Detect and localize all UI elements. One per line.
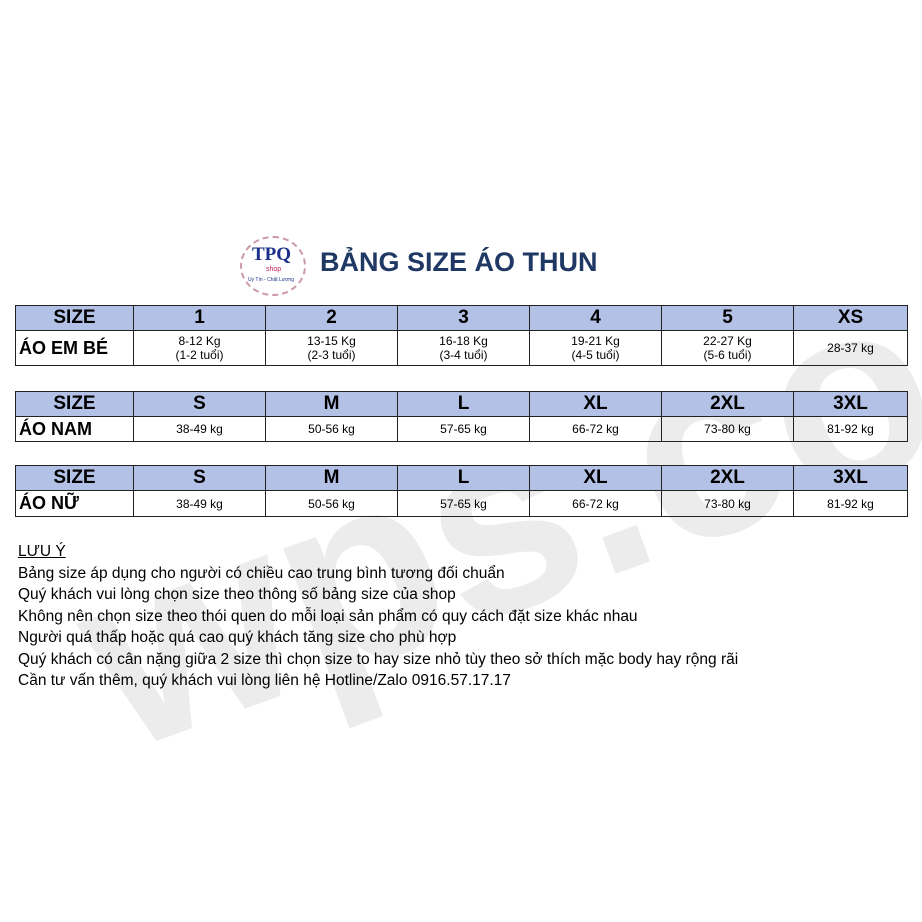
cell-line: 50-56 kg (308, 496, 355, 511)
size-cell: 66-72 kg (529, 490, 662, 517)
header-cell: SIZE (15, 465, 134, 491)
row-label: ÁO EM BÉ (15, 330, 134, 366)
cell-line: 38-49 kg (176, 496, 223, 511)
cell-line: 19-21 Kg (571, 334, 620, 348)
logo-slogan: Uy Tín - Chất Lượng (248, 277, 294, 283)
logo-sub: shop (266, 266, 282, 273)
notes-heading: LƯU Ý (18, 543, 66, 560)
header-cell: 2XL (661, 391, 794, 417)
note-line: Quý khách vui lòng chọn size theo thông … (18, 586, 456, 603)
shop-logo: TPQ shop Uy Tín - Chất Lượng (240, 236, 306, 296)
header-row: SIZE S M L XL 2XL 3XL (15, 391, 908, 417)
header-cell: 3XL (793, 391, 908, 417)
size-cell: 66-72 kg (529, 416, 662, 442)
header-cell: 2XL (661, 465, 794, 491)
size-cell: 73-80 kg (661, 490, 794, 517)
cell-line: 73-80 kg (704, 422, 751, 436)
header-cell: XL (529, 465, 662, 491)
data-row: ÁO EM BÉ 8-12 Kg (1-2 tuổi) 13-15 Kg (2-3 tu… (15, 330, 908, 366)
header-row: SIZE 1 2 3 4 5 XS (15, 305, 908, 331)
size-cell: 19-21 Kg (4-5 tuổi) (529, 330, 662, 366)
cell-line: 16-18 Kg (439, 334, 488, 348)
header-cell: 4 (529, 305, 662, 331)
cell-line: 50-56 kg (308, 422, 355, 436)
cell-line: 73-80 kg (704, 496, 751, 511)
size-cell: 8-12 Kg (1-2 tuổi) (133, 330, 266, 366)
header-cell: M (265, 465, 398, 491)
header-cell: 2 (265, 305, 398, 331)
cell-line: 8-12 Kg (178, 334, 221, 348)
row-label: ÁO NAM (15, 416, 134, 442)
logo-brand: TPQ (252, 244, 292, 265)
cell-line: (3-4 tuổi) (439, 348, 488, 362)
size-cell: 38-49 kg (133, 490, 266, 517)
cell-line: 81-92 kg (827, 496, 874, 511)
data-row: ÁO NAM 38-49 kg 50-56 kg 57-65 kg 66-72 kg 73… (15, 416, 908, 442)
header-cell: 1 (133, 305, 266, 331)
header-cell: 3 (397, 305, 530, 331)
note-line: Không nên chọn size theo thói quen do mỗ… (18, 607, 638, 625)
note-line: Quý khách có cân nặng giữa 2 size thì ch… (18, 650, 739, 668)
header-cell: L (397, 465, 530, 491)
size-table: SIZE S M L XL 2XL 3XL ÁO NỮ 38-49 kg 50-56 kg 57-6… (15, 465, 908, 517)
cell-line: (1-2 tuổi) (175, 348, 224, 362)
notes: LƯU Ý Bảng size áp dụng cho người có chi… (18, 541, 738, 692)
size-cell: 16-18 Kg (3-4 tuổi) (397, 330, 530, 366)
size-cell: 22-27 Kg (5-6 tuổi) (661, 330, 794, 366)
size-cell: 81-92 kg (793, 490, 908, 517)
cell-line: 66-72 kg (572, 496, 619, 511)
note-line: Bảng size áp dụng cho người có chiều cao… (18, 564, 505, 582)
row-label: ÁO NỮ (15, 490, 134, 517)
header-cell: M (265, 391, 398, 417)
cell-line: 38-49 kg (176, 422, 223, 436)
size-cell: 81-92 kg (793, 416, 908, 442)
cell-line: (2-3 tuổi) (307, 348, 356, 362)
header-row: SIZE S M L XL 2XL 3XL (15, 465, 908, 491)
header-cell: XL (529, 391, 662, 417)
size-cell: 73-80 kg (661, 416, 794, 442)
header-cell: SIZE (15, 391, 134, 417)
cell-line: 81-92 kg (827, 422, 874, 436)
header-cell: L (397, 391, 530, 417)
size-cell: 13-15 Kg (2-3 tuổi) (265, 330, 398, 366)
size-cell: 28-37 kg (793, 330, 908, 366)
cell-line: 57-65 kg (440, 422, 487, 436)
page-title: BẢNG SIZE ÁO THUN (320, 247, 598, 277)
header-cell: S (133, 465, 266, 491)
size-cell: 57-65 kg (397, 416, 530, 442)
size-table: SIZE 1 2 3 4 5 XS ÁO EM BÉ 8-12 Kg (1-2 tuổi) 13-1… (15, 305, 908, 366)
header-cell: 3XL (793, 465, 908, 491)
cell-line: (4-5 tuổi) (571, 348, 620, 362)
note-line: Cần tư vấn thêm, quý khách vui lòng liên… (18, 672, 511, 689)
cell-line: 66-72 kg (572, 422, 619, 436)
size-table: SIZE S M L XL 2XL 3XL ÁO NAM 38-49 kg 50-56 kg 57-… (15, 391, 908, 442)
cell-line: 28-37 kg (827, 341, 874, 355)
header-cell: 5 (661, 305, 794, 331)
cell-line: 13-15 Kg (307, 334, 356, 348)
size-cell: 50-56 kg (265, 490, 398, 517)
header-cell: SIZE (15, 305, 134, 331)
size-cell: 57-65 kg (397, 490, 530, 517)
cell-line: 22-27 Kg (703, 334, 752, 348)
note-line: Người quá thấp hoặc quá cao quý khách tă… (18, 629, 457, 646)
data-row: ÁO NỮ 38-49 kg 50-56 kg 57-65 kg 66-72 kg 73-… (15, 490, 908, 517)
header-cell: XS (793, 305, 908, 331)
size-cell: 50-56 kg (265, 416, 398, 442)
header-cell: S (133, 391, 266, 417)
cell-line: 57-65 kg (440, 496, 487, 511)
cell-line: (5-6 tuổi) (703, 348, 752, 362)
size-cell: 38-49 kg (133, 416, 266, 442)
